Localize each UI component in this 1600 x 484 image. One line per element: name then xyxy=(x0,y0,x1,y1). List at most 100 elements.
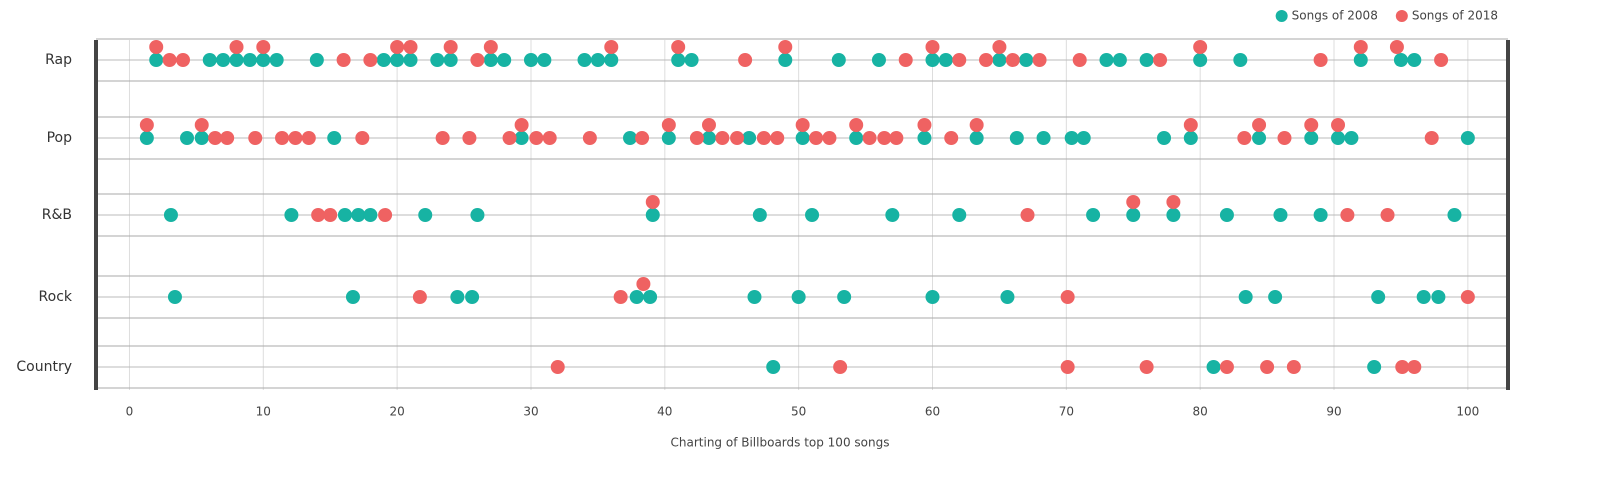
dot xyxy=(833,360,848,374)
dot xyxy=(1157,131,1172,145)
dot xyxy=(952,208,967,222)
y-tick-label: Rock xyxy=(39,289,73,305)
dot xyxy=(944,131,959,145)
dot xyxy=(925,290,940,304)
dot xyxy=(502,131,517,145)
dot xyxy=(163,208,178,222)
dot xyxy=(590,53,605,67)
dot xyxy=(766,360,781,374)
x-tick-label: 30 xyxy=(523,405,538,419)
dot xyxy=(1340,208,1355,222)
dot xyxy=(925,40,940,54)
dot xyxy=(822,131,837,145)
dot xyxy=(969,131,984,145)
x-tick-label: 10 xyxy=(256,405,271,419)
dot xyxy=(229,40,244,54)
dot xyxy=(345,290,360,304)
dot xyxy=(1353,40,1368,54)
y-tick-label: Rap xyxy=(45,52,72,68)
dot xyxy=(175,53,190,67)
dot xyxy=(635,131,650,145)
dot xyxy=(483,53,498,67)
dot xyxy=(1009,131,1024,145)
dot xyxy=(443,40,458,54)
dot xyxy=(1219,208,1234,222)
dot xyxy=(871,53,886,67)
dot xyxy=(483,40,498,54)
dot xyxy=(742,131,757,145)
dot xyxy=(629,290,644,304)
dot xyxy=(645,208,660,222)
dot xyxy=(1086,208,1101,222)
dot xyxy=(1036,131,1051,145)
dot xyxy=(1380,208,1395,222)
dot xyxy=(465,290,480,304)
dot xyxy=(1139,53,1154,67)
x-tick-label: 0 xyxy=(126,405,134,419)
dot xyxy=(831,53,846,67)
dot xyxy=(194,118,209,132)
dot xyxy=(149,53,164,67)
dot xyxy=(885,208,900,222)
dot xyxy=(1126,195,1141,209)
dot xyxy=(1395,360,1410,374)
dot xyxy=(778,40,793,54)
dot xyxy=(1313,53,1328,67)
dot xyxy=(363,208,378,222)
y-tick-label: Country xyxy=(16,359,72,375)
dot xyxy=(917,131,932,145)
dot xyxy=(390,53,405,67)
dot xyxy=(1434,53,1449,67)
dot xyxy=(514,131,529,145)
dot xyxy=(336,53,351,67)
dot xyxy=(862,131,877,145)
dot xyxy=(701,131,716,145)
dot xyxy=(661,118,676,132)
dot xyxy=(229,53,244,67)
dot xyxy=(390,40,405,54)
dot xyxy=(194,131,209,145)
x-tick-label: 60 xyxy=(925,405,940,419)
x-tick-label: 20 xyxy=(389,405,404,419)
dot xyxy=(355,131,370,145)
dot xyxy=(898,53,913,67)
dot xyxy=(992,40,1007,54)
dot xyxy=(378,208,393,222)
dot xyxy=(542,131,557,145)
dot xyxy=(738,53,753,67)
dot xyxy=(167,290,182,304)
dot xyxy=(604,53,619,67)
dot xyxy=(1233,53,1248,67)
dot xyxy=(805,208,820,222)
y-tick-label: Pop xyxy=(47,130,73,146)
x-tick-label: 80 xyxy=(1193,405,1208,419)
dot xyxy=(1260,360,1275,374)
dot xyxy=(311,208,326,222)
dot xyxy=(1166,208,1181,222)
dot xyxy=(778,53,793,67)
dot xyxy=(809,131,824,145)
dot xyxy=(248,131,263,145)
dot xyxy=(470,208,485,222)
dot xyxy=(770,131,785,145)
dot xyxy=(1367,360,1382,374)
dot xyxy=(403,53,418,67)
dot xyxy=(701,118,716,132)
dot xyxy=(689,131,704,145)
dot xyxy=(403,40,418,54)
dot xyxy=(139,131,154,145)
dot xyxy=(643,290,658,304)
dot xyxy=(715,131,730,145)
dot xyxy=(1393,53,1408,67)
dot xyxy=(514,118,529,132)
dot xyxy=(756,131,771,145)
dot xyxy=(1344,131,1359,145)
dot xyxy=(1183,118,1198,132)
dot xyxy=(470,53,485,67)
dot xyxy=(849,118,864,132)
dot xyxy=(577,53,592,67)
dot xyxy=(889,131,904,145)
dot xyxy=(1331,118,1346,132)
dot xyxy=(412,290,427,304)
